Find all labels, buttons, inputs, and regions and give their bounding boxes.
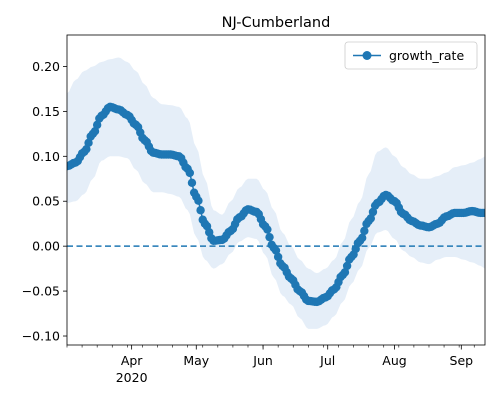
y-tick-label: 0.05 bbox=[32, 194, 60, 209]
y-tick-label: 0.10 bbox=[32, 149, 60, 164]
x-tick-label: Jul bbox=[319, 353, 335, 368]
data-point bbox=[273, 252, 283, 262]
legend-label: growth_rate bbox=[389, 48, 464, 63]
series-markers bbox=[67, 102, 485, 307]
y-tick-label: 0.15 bbox=[32, 104, 60, 119]
data-point bbox=[480, 208, 485, 218]
x-tick-label: May bbox=[183, 353, 209, 368]
data-point bbox=[342, 261, 352, 271]
data-point bbox=[366, 214, 375, 223]
data-point bbox=[196, 206, 205, 215]
x-tick-label: Jun bbox=[252, 353, 273, 368]
data-point bbox=[185, 168, 195, 178]
legend: growth_rate bbox=[344, 41, 478, 70]
x-tick-label: Aug bbox=[382, 353, 406, 368]
axes-frame bbox=[66, 34, 486, 346]
axes: −0.10 −0.05 0.00 0.05 0.10 0.15 0.20 Apr 2020 May… bbox=[22, 59, 475, 385]
x-tick-label: Sep bbox=[450, 353, 474, 368]
data-point bbox=[187, 178, 197, 188]
data-point bbox=[360, 226, 369, 236]
data-point bbox=[340, 268, 350, 277]
y-tick-label: 0.20 bbox=[32, 59, 60, 74]
data-point bbox=[194, 196, 203, 205]
data-point bbox=[368, 207, 378, 217]
data-point bbox=[271, 246, 281, 255]
y-tick-label: −0.10 bbox=[22, 329, 60, 344]
legend-marker bbox=[362, 51, 372, 60]
x-tick-label: Apr bbox=[121, 353, 143, 368]
confidence-band bbox=[67, 57, 485, 329]
plot-content bbox=[67, 57, 485, 329]
chart-title: NJ-Cumberland bbox=[222, 15, 331, 31]
data-point bbox=[82, 144, 91, 154]
plot-area bbox=[67, 57, 485, 329]
data-point bbox=[265, 232, 274, 242]
data-point bbox=[90, 127, 100, 136]
legend-box bbox=[344, 41, 478, 70]
y-tick-label: −0.05 bbox=[22, 284, 60, 299]
data-point bbox=[357, 233, 367, 243]
y-tick-label: 0.00 bbox=[32, 239, 60, 254]
x-tick-sublabel: 2020 bbox=[116, 370, 148, 385]
data-point bbox=[84, 138, 93, 148]
data-point bbox=[263, 225, 272, 234]
data-point bbox=[92, 120, 102, 130]
